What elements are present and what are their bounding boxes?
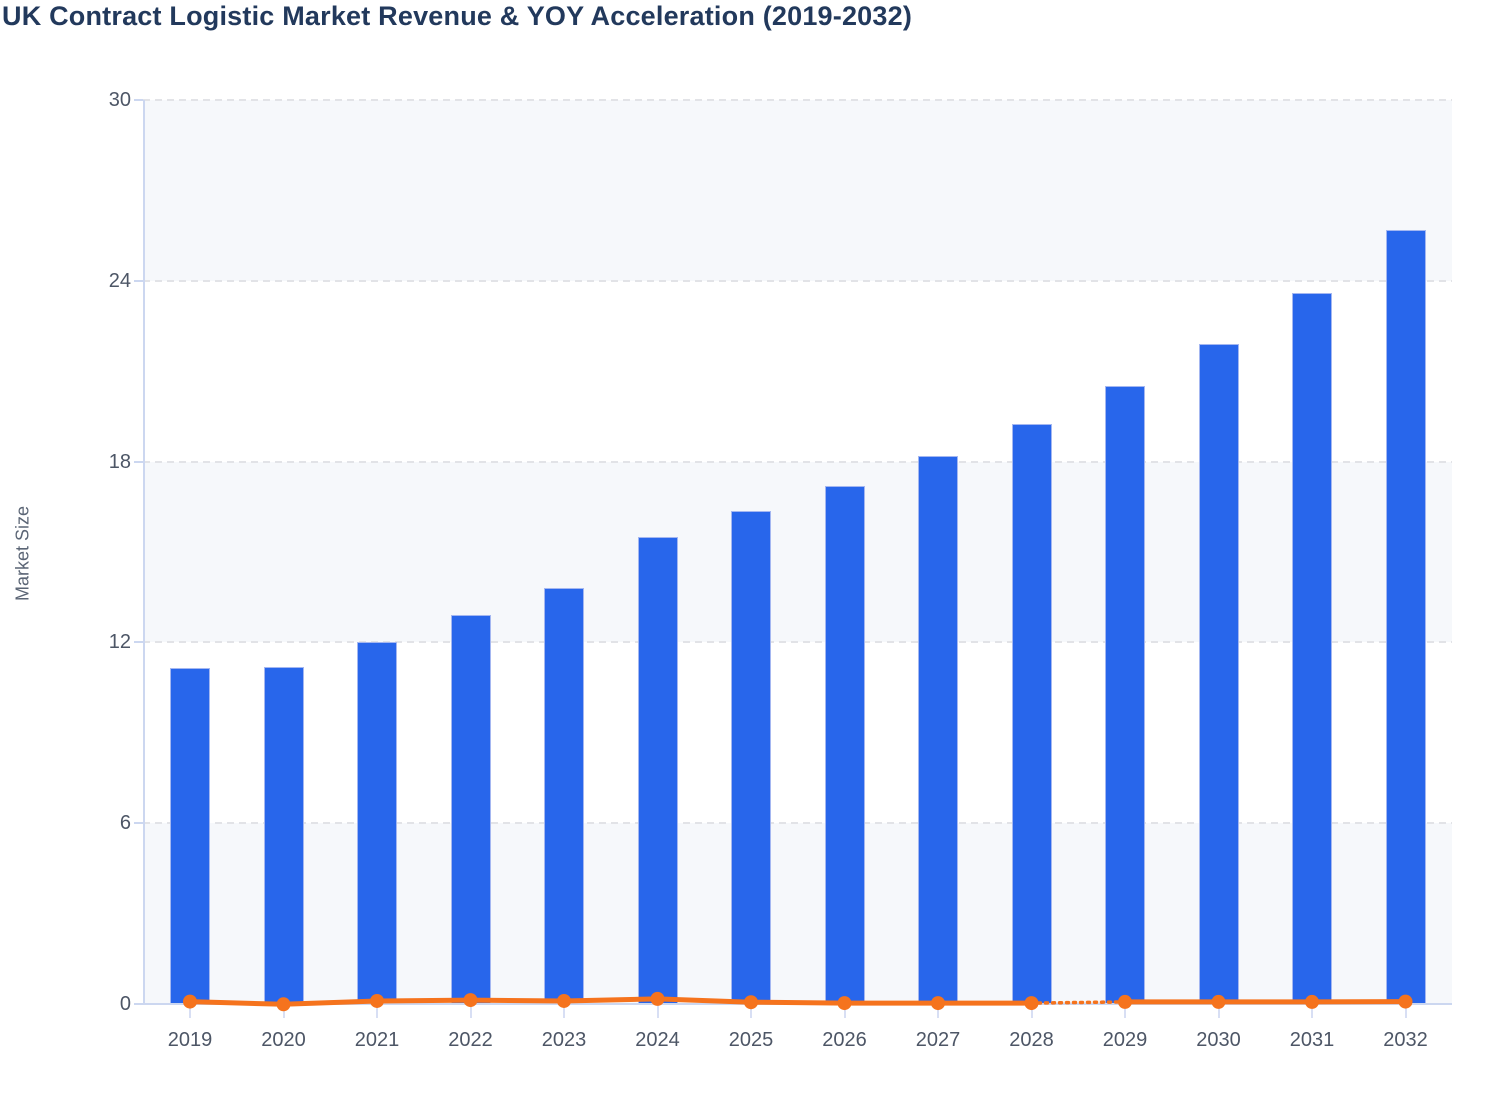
y-tick-label: 30 — [108, 89, 131, 111]
x-tick-label-2023: 2023 — [541, 1029, 587, 1051]
y-tick-mark — [134, 279, 143, 282]
bar-2026[interactable] — [824, 485, 865, 1004]
x-tick-mark — [1311, 1005, 1313, 1018]
x-tick-mark — [937, 1005, 939, 1018]
x-tick-mark — [1030, 1005, 1033, 1018]
x-tick-mark — [750, 1005, 752, 1018]
x-tick-mark — [656, 1005, 659, 1018]
x-tick-label-2022: 2022 — [448, 1029, 493, 1051]
gridline — [143, 641, 1452, 644]
bar-2025[interactable] — [731, 511, 771, 1004]
yoy-marker-2020[interactable] — [276, 997, 291, 1012]
yoy-marker-2031[interactable] — [1305, 994, 1319, 1009]
bar-2022[interactable] — [450, 615, 491, 1004]
yoy-marker-2028[interactable] — [1024, 996, 1039, 1011]
bar-2024[interactable] — [637, 536, 678, 1004]
x-tick-mark — [1404, 1005, 1407, 1018]
yoy-marker-2027[interactable] — [931, 996, 945, 1011]
yoy-marker-2019[interactable] — [183, 994, 197, 1009]
x-tick-mark — [282, 1005, 285, 1018]
yoy-marker-2021[interactable] — [370, 993, 384, 1008]
yoy-marker-2032[interactable] — [1398, 994, 1413, 1009]
x-tick-label-2030: 2030 — [1196, 1029, 1241, 1051]
x-tick-label-2031: 2031 — [1289, 1029, 1335, 1051]
x-tick-label-2029: 2029 — [1102, 1029, 1148, 1051]
bar-2029[interactable] — [1105, 386, 1145, 1004]
y-tick-label: 12 — [108, 631, 131, 654]
bar-2021[interactable] — [357, 642, 397, 1004]
x-axis-line — [134, 1003, 1452, 1005]
yoy-marker-2026[interactable] — [837, 996, 852, 1011]
y-tick-label: 0 — [119, 993, 131, 1015]
x-tick-label-2025: 2025 — [728, 1029, 774, 1051]
x-tick-mark — [189, 1005, 191, 1018]
y-tick-mark — [134, 641, 143, 644]
y-tick-label: 6 — [119, 812, 131, 835]
x-tick-mark — [1217, 1005, 1220, 1018]
bar-2028[interactable] — [1011, 423, 1052, 1004]
x-tick-label-2019: 2019 — [167, 1029, 213, 1051]
x-tick-label-2026: 2026 — [822, 1029, 867, 1051]
bar-2020[interactable] — [263, 666, 304, 1004]
x-tick-mark — [469, 1005, 472, 1018]
x-tick-mark — [376, 1005, 378, 1018]
gridline — [143, 279, 1452, 282]
yoy-marker-2025[interactable] — [744, 995, 758, 1010]
bar-2027[interactable] — [918, 455, 958, 1004]
yoy-marker-2029[interactable] — [1118, 994, 1132, 1009]
y-tick-label: 18 — [108, 450, 131, 473]
x-tick-mark — [1124, 1005, 1126, 1018]
y-tick-label: 24 — [108, 269, 131, 292]
chart-title: UK Contract Logistic Market Revenue & YO… — [2, 1, 913, 31]
x-tick-label-2020: 2020 — [261, 1029, 306, 1051]
gridline — [143, 460, 1452, 463]
x-tick-label-2021: 2021 — [354, 1029, 400, 1051]
yoy-marker-2030[interactable] — [1211, 994, 1226, 1009]
bar-2023[interactable] — [544, 588, 584, 1004]
yoy-marker-2024[interactable] — [650, 991, 665, 1006]
x-tick-label-2027: 2027 — [915, 1029, 961, 1051]
x-tick-mark — [843, 1005, 846, 1018]
y-tick-mark — [134, 460, 143, 463]
gridline — [143, 822, 1452, 825]
plot-band — [143, 100, 1452, 281]
x-tick-label-2032: 2032 — [1383, 1029, 1428, 1051]
x-tick-mark — [563, 1005, 565, 1018]
y-tick-mark — [134, 822, 143, 825]
x-tick-label-2028: 2028 — [1009, 1029, 1054, 1051]
bar-2030[interactable] — [1198, 344, 1239, 1004]
yoy-marker-2022[interactable] — [463, 993, 478, 1008]
y-axis-line — [143, 100, 145, 1004]
yoy-marker-2023[interactable] — [557, 993, 571, 1008]
y-axis-title: Market Size — [12, 505, 33, 602]
plot-band — [143, 461, 1452, 643]
gridline — [143, 99, 1452, 101]
plot-band — [143, 823, 1452, 1004]
y-tick-mark — [134, 99, 143, 101]
x-tick-label-2024: 2024 — [635, 1029, 680, 1051]
bar-2019[interactable] — [170, 668, 210, 1004]
bar-2032[interactable] — [1385, 229, 1426, 1004]
bar-2031[interactable] — [1292, 292, 1332, 1004]
